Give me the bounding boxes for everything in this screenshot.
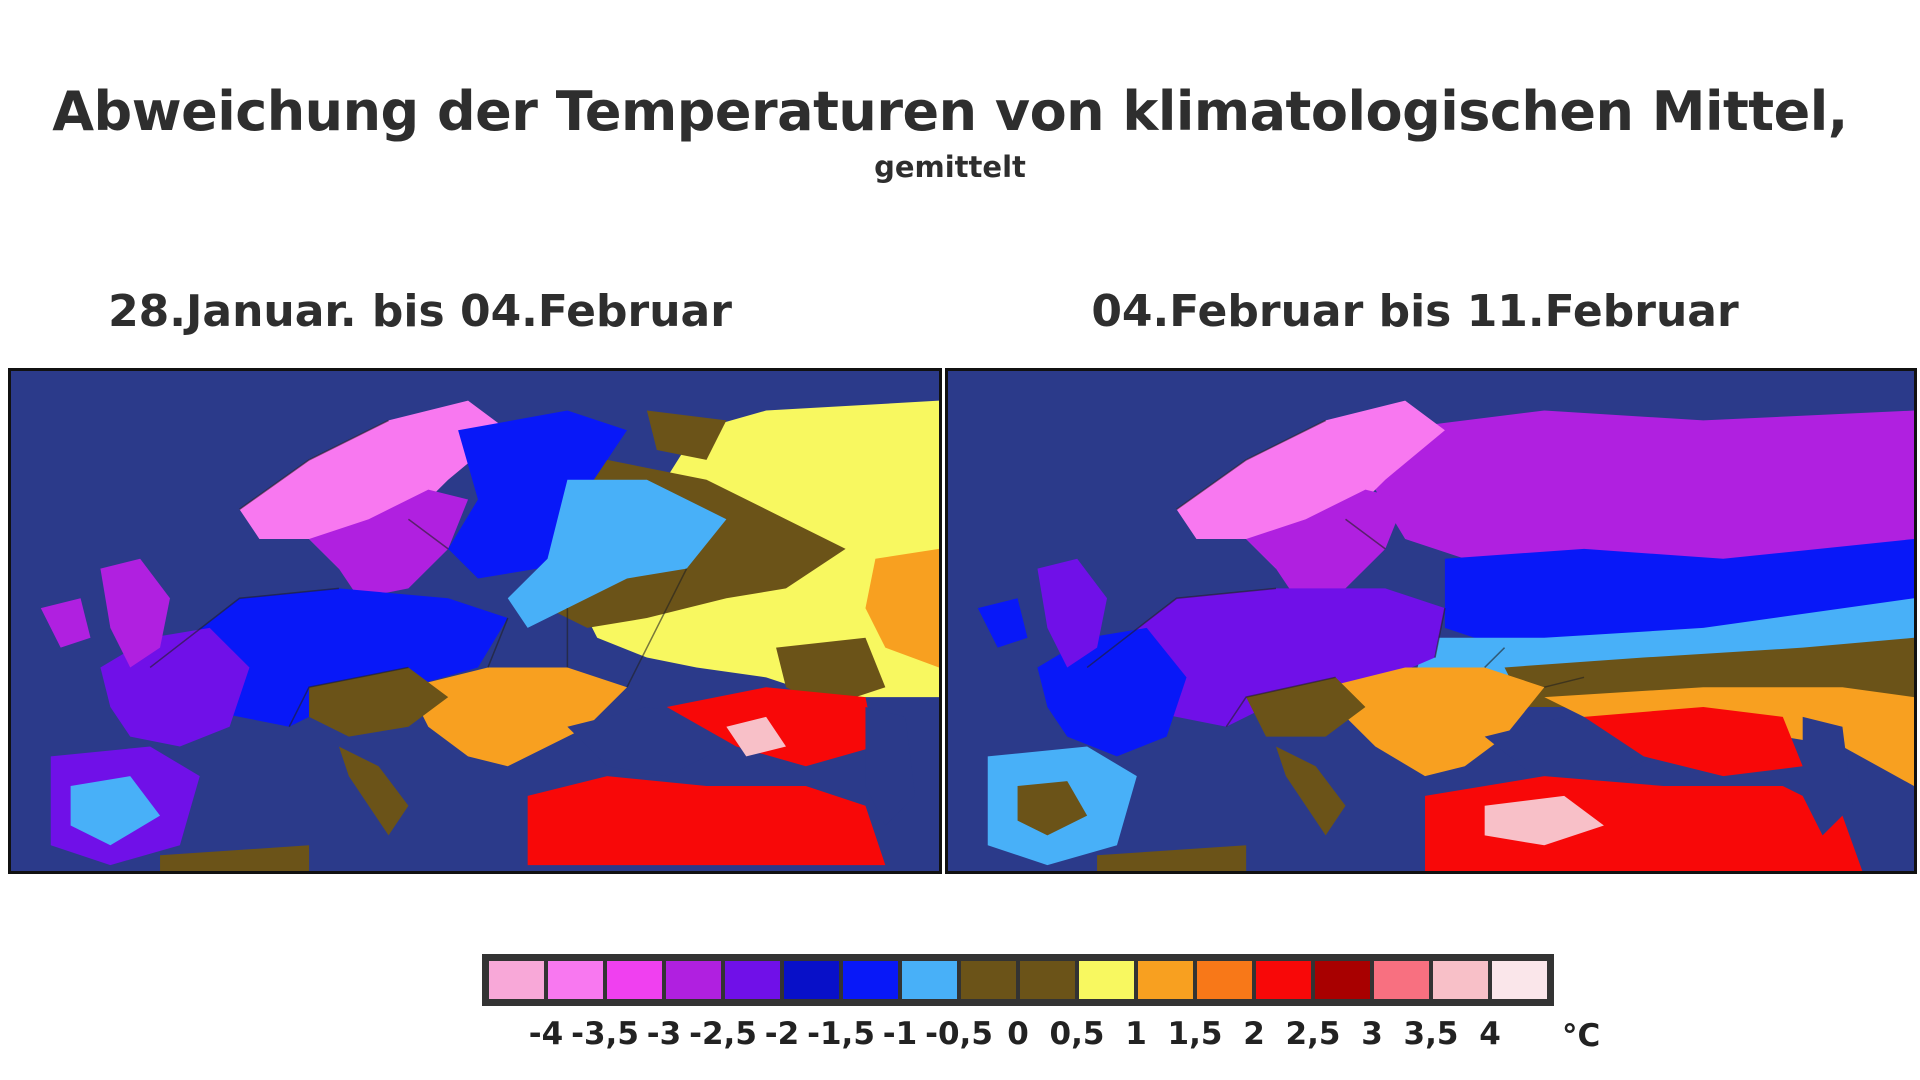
region-scandinavia-violet bbox=[1246, 489, 1406, 599]
page-title: Abweichung der Temperaturen von klimatol… bbox=[52, 80, 1848, 143]
panel-title-week-1: 28.Januar. bis 04.Februar bbox=[108, 286, 732, 337]
region-ireland bbox=[40, 598, 91, 648]
legend-swatch bbox=[902, 961, 957, 999]
legend-tick: -0,5 bbox=[925, 1016, 993, 1052]
region-balkans-orange bbox=[1325, 667, 1545, 777]
region-north-brown bbox=[646, 410, 727, 460]
legend-tick: -3 bbox=[646, 1016, 682, 1052]
legend-tick: 1,5 bbox=[1167, 1016, 1223, 1052]
region-british-isles bbox=[100, 558, 170, 668]
region-north-africa bbox=[160, 845, 310, 871]
region-alps-brown bbox=[1246, 677, 1366, 737]
region-balkans-orange bbox=[408, 667, 628, 767]
legend-tick: 2,5 bbox=[1285, 1016, 1341, 1052]
region-caucasus-pink bbox=[726, 716, 786, 757]
region-caucasus-brown bbox=[776, 637, 886, 707]
legend-tick: -1,5 bbox=[807, 1016, 875, 1052]
legend-swatch bbox=[1315, 961, 1370, 999]
legend-tick: 2 bbox=[1243, 1016, 1265, 1052]
legend-swatch bbox=[489, 961, 544, 999]
region-russia-violet bbox=[1375, 410, 1914, 579]
legend-tick: 0,5 bbox=[1049, 1016, 1105, 1052]
region-british-isles bbox=[1037, 558, 1108, 668]
region-turkey-red bbox=[527, 776, 886, 866]
legend-tick: -2,5 bbox=[689, 1016, 757, 1052]
map-week-1-graphic bbox=[11, 371, 939, 871]
region-caucasus-red bbox=[1584, 706, 1803, 777]
legend-swatch bbox=[548, 961, 603, 999]
region-iberia-lightblue bbox=[70, 776, 161, 846]
region-north-africa bbox=[1097, 845, 1247, 871]
legend-unit-label: °C bbox=[1562, 1018, 1601, 1054]
legend-tick: 1 bbox=[1125, 1016, 1147, 1052]
legend-swatch bbox=[1079, 961, 1134, 999]
anomaly-map-week-2 bbox=[945, 368, 1917, 874]
page-subtitle: gemittelt bbox=[874, 150, 1026, 184]
legend-swatch bbox=[1433, 961, 1488, 999]
country-borders bbox=[1086, 419, 1585, 728]
region-scandinavia-pink bbox=[1176, 400, 1445, 569]
legend-tick: -1 bbox=[882, 1016, 918, 1052]
legend-tick: -4 bbox=[528, 1016, 564, 1052]
region-scandinavia-pink bbox=[239, 400, 508, 569]
legend-swatch bbox=[1020, 961, 1075, 999]
region-turkey-pink bbox=[1484, 795, 1604, 846]
legend-tick-labels: -4 -3,5 -3 -2,5 -2 -1,5 -1 -0,5 0 0,5 1 1,5 2 2,5 3 3,5… bbox=[0, 1016, 1920, 1056]
legend-swatch bbox=[1138, 961, 1193, 999]
region-alps-brown bbox=[309, 667, 449, 737]
region-iberia-brown bbox=[1017, 781, 1088, 836]
map-week-2-graphic bbox=[948, 371, 1914, 871]
legend-tick: -2 bbox=[764, 1016, 800, 1052]
legend-tick: 3 bbox=[1361, 1016, 1383, 1052]
legend-swatch bbox=[1492, 961, 1547, 999]
legend-swatch bbox=[1374, 961, 1429, 999]
region-italy bbox=[1275, 746, 1346, 836]
panel-title-week-2: 04.Februar bis 11.Februar bbox=[1091, 286, 1739, 337]
region-caspian-sea bbox=[865, 706, 916, 826]
region-italy bbox=[338, 746, 409, 836]
legend-tick: -3,5 bbox=[571, 1016, 639, 1052]
legend-tick: 0 bbox=[1007, 1016, 1029, 1052]
legend-swatch bbox=[607, 961, 662, 999]
legend-swatch bbox=[1256, 961, 1311, 999]
legend-tick: 4 bbox=[1479, 1016, 1501, 1052]
anomaly-map-week-1 bbox=[8, 368, 942, 874]
legend-swatch bbox=[843, 961, 898, 999]
color-scale-legend bbox=[482, 954, 1554, 1006]
region-finland-blue bbox=[448, 410, 628, 579]
region-russia-orange bbox=[1544, 687, 1914, 787]
legend-swatch bbox=[784, 961, 839, 999]
legend-swatch bbox=[961, 961, 1016, 999]
region-ireland bbox=[977, 598, 1028, 648]
legend-tick: 3,5 bbox=[1403, 1016, 1459, 1052]
region-baltic-lightblue bbox=[507, 479, 727, 628]
legend-swatch bbox=[1197, 961, 1252, 999]
region-caspian-sea bbox=[1802, 716, 1853, 836]
region-russia-orange bbox=[865, 548, 939, 668]
region-scandinavia-violet bbox=[309, 489, 469, 599]
country-borders bbox=[149, 419, 688, 728]
legend-swatch bbox=[666, 961, 721, 999]
region-black-sea bbox=[567, 706, 727, 777]
legend-swatch bbox=[725, 961, 780, 999]
